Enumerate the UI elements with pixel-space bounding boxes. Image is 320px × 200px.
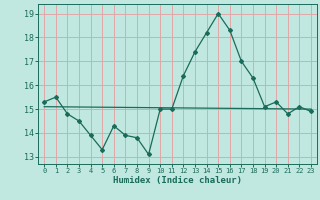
X-axis label: Humidex (Indice chaleur): Humidex (Indice chaleur) [113, 176, 242, 185]
